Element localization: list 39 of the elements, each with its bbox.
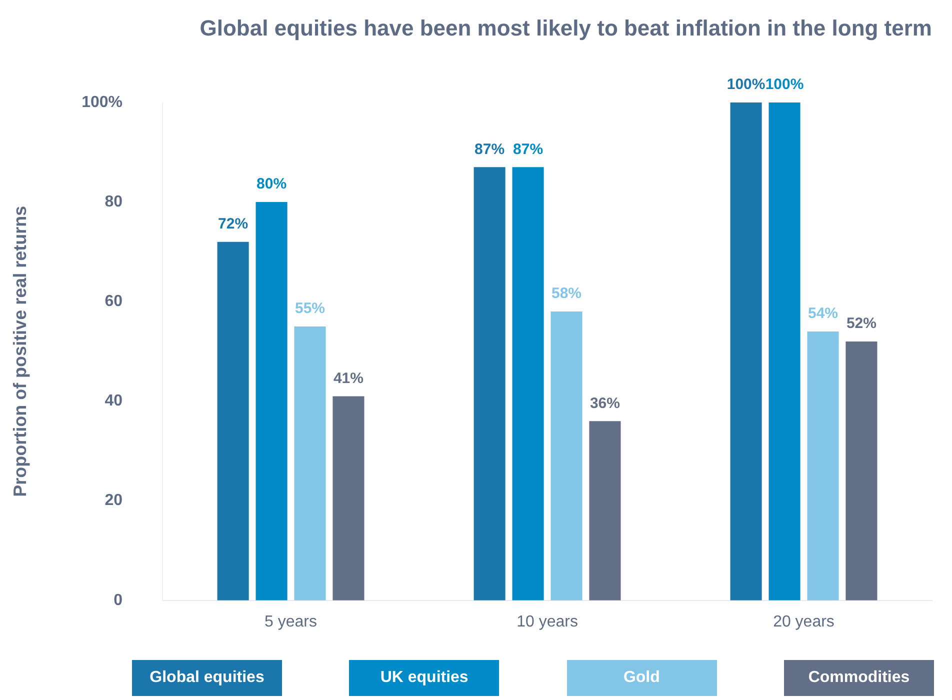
text: Global equities bbox=[132, 660, 282, 696]
x-tick-label: 5 years bbox=[264, 613, 318, 630]
bar bbox=[217, 242, 249, 600]
data-label: 41% bbox=[333, 370, 364, 387]
data-label: 58% bbox=[551, 285, 582, 302]
x-tick-label: 10 years bbox=[516, 613, 578, 630]
bar bbox=[730, 102, 762, 600]
y-tick-label: 100% bbox=[82, 94, 123, 111]
data-label: 80% bbox=[256, 176, 287, 193]
data-label: 100% bbox=[726, 76, 766, 94]
bar bbox=[768, 102, 800, 600]
data-label: 54% bbox=[808, 305, 838, 322]
text: Commodities bbox=[784, 660, 934, 696]
data-label: 72% bbox=[218, 215, 248, 232]
bar bbox=[846, 341, 878, 600]
bar bbox=[550, 312, 582, 600]
data-label: 87% bbox=[513, 140, 544, 158]
y-axis-title: Proportion of positive real returns bbox=[10, 206, 30, 497]
y-tick-label: 60 bbox=[104, 293, 123, 310]
bar bbox=[294, 326, 326, 600]
data-label: 36% bbox=[590, 394, 620, 412]
data-label: 87% bbox=[474, 140, 505, 158]
data-label: 100% bbox=[765, 76, 804, 94]
bar bbox=[332, 396, 364, 600]
data-label: 55% bbox=[294, 300, 326, 318]
chart-title: Global equities have been most likely to beat inflation in the long term bbox=[200, 15, 932, 40]
y-tick-label: 40 bbox=[104, 392, 123, 410]
y-tick-label: 20 bbox=[104, 492, 123, 510]
y-tick-label: 80 bbox=[104, 193, 123, 210]
bar bbox=[512, 167, 544, 600]
bar bbox=[474, 167, 506, 600]
text: Gold bbox=[566, 660, 717, 696]
x-tick-label: 20 years bbox=[773, 613, 834, 630]
y-tick-label: 0 bbox=[114, 592, 123, 609]
bar bbox=[256, 202, 288, 600]
data-label: 52% bbox=[846, 315, 876, 332]
bar bbox=[589, 421, 621, 600]
bar bbox=[807, 331, 839, 600]
text: UK equities bbox=[349, 660, 500, 696]
